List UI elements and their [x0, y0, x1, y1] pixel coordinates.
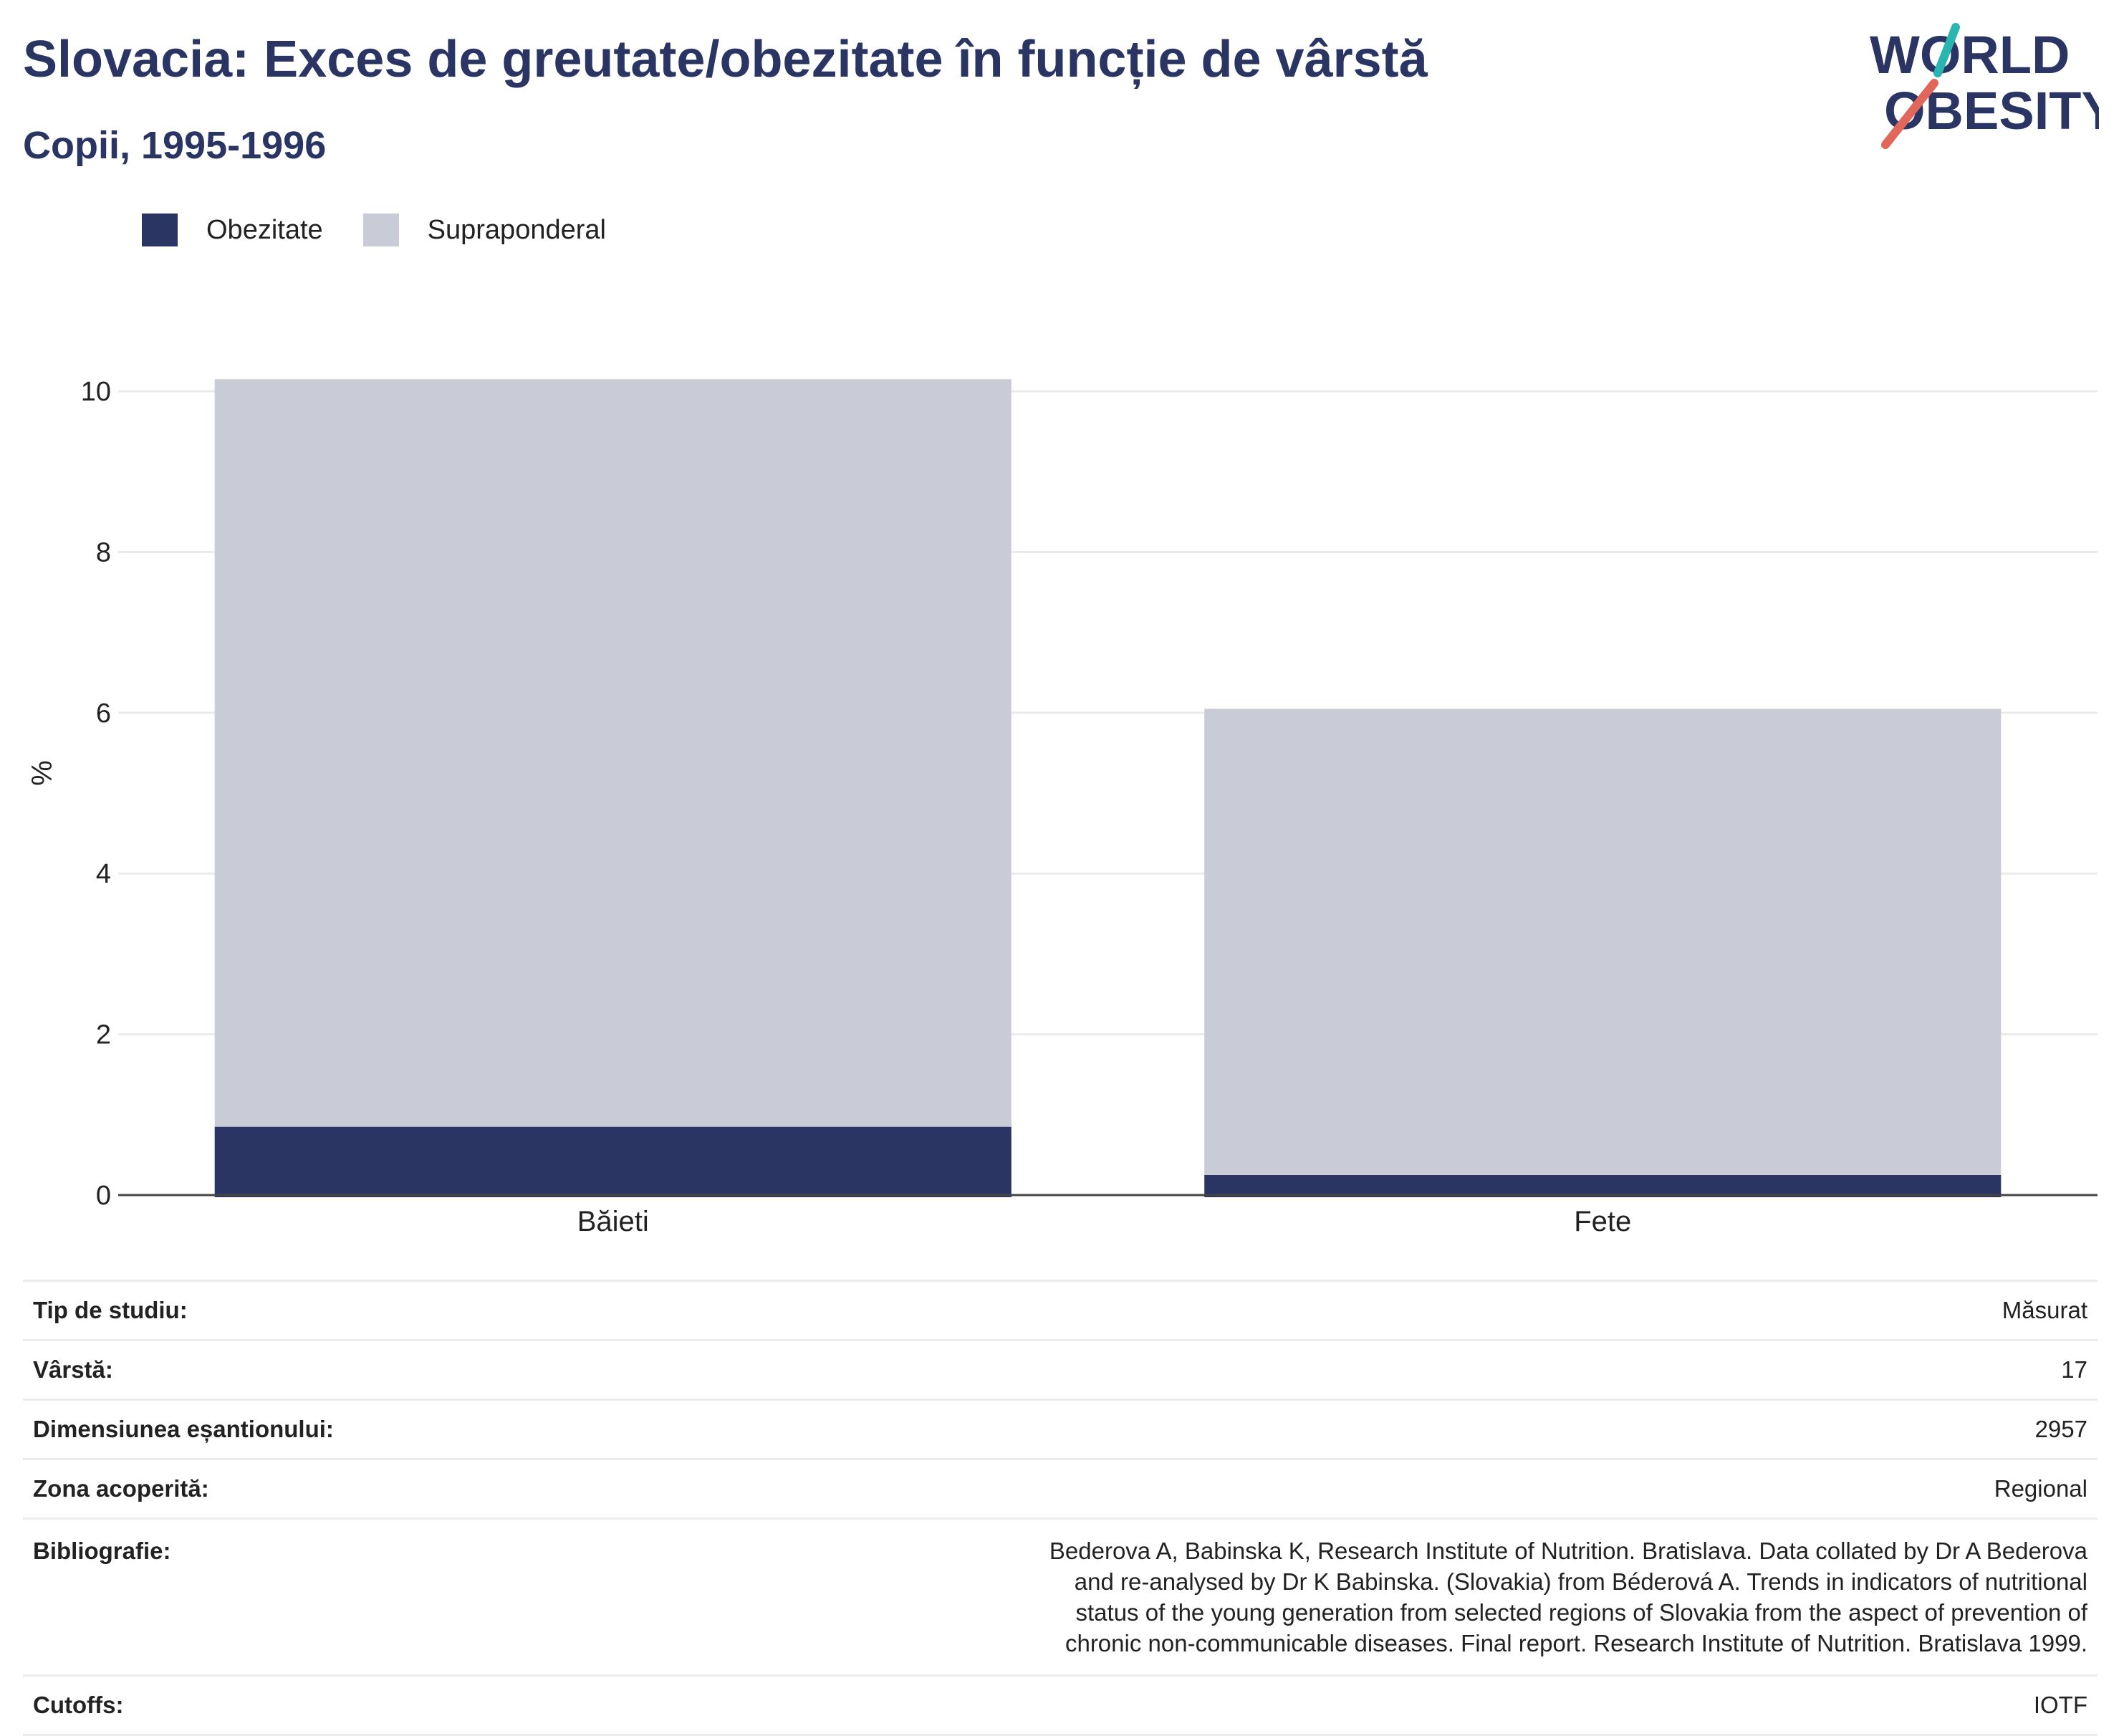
info-key: Zona acoperită:	[23, 1458, 473, 1519]
info-value: Regional	[473, 1458, 2098, 1519]
info-key: Cutoffs:	[23, 1674, 473, 1736]
bars	[214, 379, 2002, 1197]
y-tick-label: 4	[96, 859, 111, 889]
bar-supraponderal-1	[1204, 709, 2002, 1175]
logo-word-obesity: OBESITY	[1884, 81, 2099, 140]
legend-label-obezitate: Obezitate	[206, 214, 323, 245]
chart-title: Slovacia: Exces de greutate/obezitate în…	[23, 31, 1428, 88]
y-axis-label: %	[27, 760, 58, 786]
info-key: Tip de studiu:	[23, 1280, 473, 1341]
info-row-sample-size: Dimensiunea eșantionului: 2957	[23, 1399, 2098, 1459]
chart-subtitle: Copii, 1995-1996	[23, 124, 327, 167]
x-tick-label: Fete	[1574, 1206, 1631, 1232]
info-key: Dimensiunea eșantionului:	[23, 1399, 473, 1459]
y-tick-label: 2	[96, 1020, 111, 1050]
x-tick-label: Băieți	[577, 1206, 649, 1232]
info-value: 2957	[473, 1399, 2098, 1459]
y-tick-label: 10	[81, 377, 111, 407]
info-row-area: Zona acoperită: Regional	[23, 1458, 2098, 1519]
legend-item-supraponderal[interactable]: Supraponderal	[362, 214, 606, 246]
info-row-bibliography: Bibliografie: Bederova A, Babinska K, Re…	[23, 1517, 2098, 1676]
bar-supraponderal-0	[214, 379, 1012, 1127]
info-value: Bederova A, Babinska K, Research Institu…	[473, 1517, 2098, 1676]
y-tick-label: 0	[96, 1181, 111, 1211]
bar-obezitate-0	[214, 1126, 1012, 1197]
y-tick-label: 6	[96, 699, 111, 729]
legend-swatch-supraponderal	[362, 214, 399, 246]
world-obesity-logo: WORLD OBESITY	[1870, 23, 2099, 149]
legend-item-obezitate[interactable]: Obezitate	[142, 214, 323, 246]
legend-label-supraponderal: Supraponderal	[427, 214, 606, 245]
logo-word-world: WORLD	[1870, 25, 2070, 85]
bar-chart: 0 2 4 6 8 10% Băieți Fete	[27, 377, 2098, 1232]
info-value: Măsurat	[473, 1280, 2098, 1341]
info-key: Vârstă:	[23, 1339, 473, 1400]
logo-slash-bottom	[1881, 79, 1938, 149]
bar-obezitate-1	[1204, 1174, 2002, 1197]
study-info-table: Tip de studiu: Măsurat Vârstă: 17 Dimens…	[23, 1280, 2098, 1736]
chart-legend: Obezitate Supraponderal	[142, 214, 646, 246]
logo-slash-top	[1933, 23, 1960, 77]
info-row-cutoffs: Cutoffs: IOTF	[23, 1674, 2098, 1736]
info-value: 17	[473, 1339, 2098, 1400]
info-row-age: Vârstă: 17	[23, 1339, 2098, 1400]
legend-swatch-obezitate	[142, 214, 178, 246]
axes: 0 2 4 6 8 10% Băieți Fete	[27, 377, 2098, 1232]
info-key: Bibliografie:	[23, 1517, 473, 1676]
info-row-study-type: Tip de studiu: Măsurat	[23, 1280, 2098, 1341]
info-value: IOTF	[473, 1674, 2098, 1736]
y-tick-label: 8	[96, 537, 111, 567]
